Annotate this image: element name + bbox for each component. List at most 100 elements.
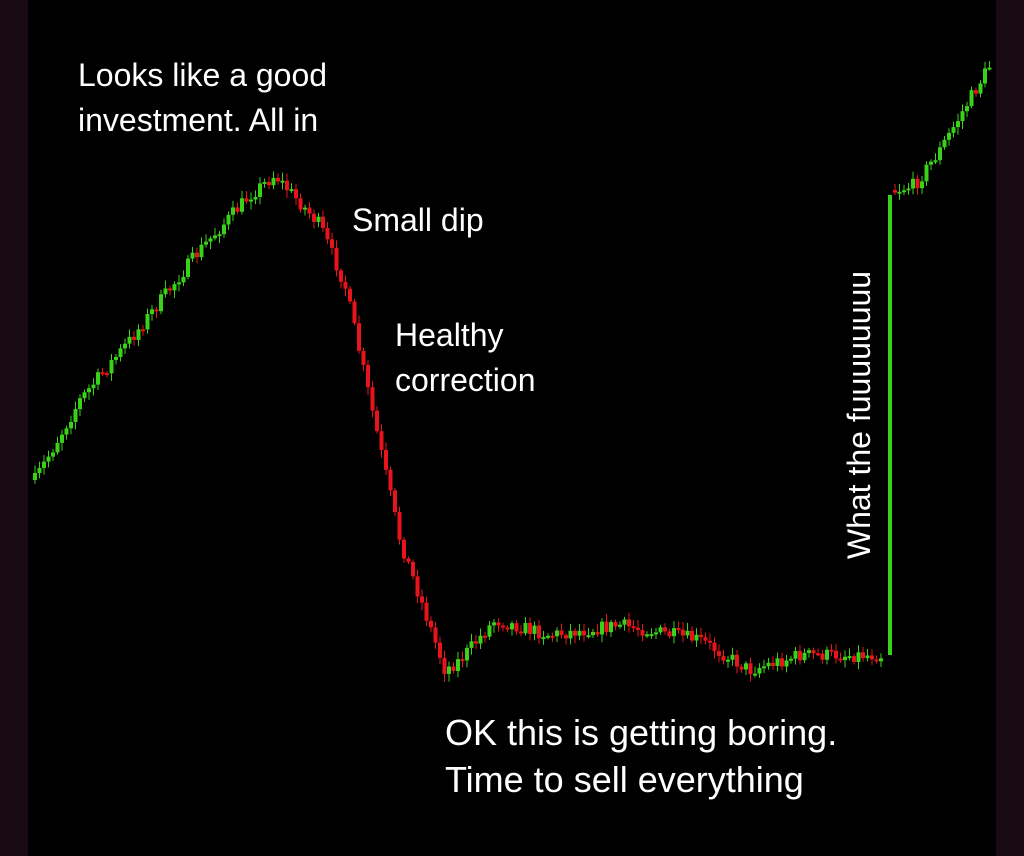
candle [339, 270, 343, 282]
candle [793, 651, 798, 659]
candle [177, 282, 181, 285]
candle [523, 622, 528, 634]
candle [334, 247, 339, 271]
candle [469, 641, 474, 648]
candle [924, 164, 929, 182]
candle [528, 622, 532, 634]
candle [510, 623, 514, 630]
candle [699, 634, 703, 638]
candle [753, 673, 757, 676]
candle [379, 431, 384, 450]
annotation: correction [395, 362, 536, 398]
candle [983, 68, 987, 84]
candle [199, 244, 204, 258]
candle [240, 198, 244, 212]
candle [55, 442, 60, 453]
candle [438, 642, 442, 658]
candle [568, 630, 573, 639]
candle [721, 655, 726, 661]
candle [375, 410, 379, 432]
candle [771, 662, 775, 666]
candle [938, 147, 942, 161]
candle [609, 622, 613, 633]
candles [33, 61, 992, 682]
candle [370, 387, 375, 411]
candle [969, 90, 974, 107]
candle [325, 228, 330, 240]
candle [820, 653, 825, 660]
chart-background [28, 0, 996, 856]
candle [897, 191, 902, 194]
candle [276, 177, 280, 182]
candle [460, 659, 465, 662]
candle [294, 189, 298, 199]
candle [492, 622, 496, 626]
candle [519, 631, 523, 634]
candle [865, 655, 870, 659]
candle [100, 372, 105, 375]
candle [159, 294, 163, 312]
candle [762, 666, 766, 669]
candle [627, 619, 631, 627]
candle [784, 660, 789, 667]
candle [433, 627, 438, 643]
candle [478, 635, 483, 644]
candle [929, 161, 933, 165]
candle [393, 490, 397, 513]
candle [42, 461, 46, 468]
candle [501, 625, 505, 628]
candle [114, 357, 118, 361]
annotation: Looks like a good [78, 57, 327, 93]
candle [172, 284, 177, 291]
candle [807, 650, 811, 653]
candle [249, 199, 253, 202]
candle [681, 629, 685, 636]
candle [708, 640, 712, 643]
candle [217, 234, 222, 237]
candle [893, 190, 897, 193]
candle [312, 213, 316, 222]
candle [442, 657, 447, 674]
candle [415, 576, 420, 597]
candle [285, 180, 289, 191]
candle [204, 241, 208, 245]
candle [109, 360, 114, 374]
candle [424, 602, 429, 621]
candle [879, 658, 883, 662]
candle [631, 626, 636, 629]
candle [496, 622, 501, 626]
candle [78, 398, 82, 410]
candle [861, 652, 865, 659]
candle [231, 207, 235, 215]
candle [447, 666, 451, 674]
candle [352, 301, 357, 324]
candle [96, 372, 100, 385]
candle [658, 627, 663, 633]
candle [780, 658, 784, 667]
candle [267, 181, 271, 186]
candle [316, 216, 321, 222]
candle [712, 642, 717, 652]
candle [402, 539, 406, 559]
candle [546, 635, 550, 638]
candle [739, 666, 744, 670]
candle [987, 67, 992, 70]
candle [406, 558, 411, 562]
candle [253, 196, 258, 200]
annotations: Looks like a good investment. All in Sma… [78, 57, 877, 800]
candle [514, 623, 519, 632]
candle [145, 314, 150, 330]
candle [613, 622, 618, 627]
candle [64, 428, 69, 435]
candle [208, 238, 213, 242]
candle [582, 630, 586, 636]
candle [244, 198, 249, 202]
candle [411, 561, 415, 577]
candle [577, 630, 582, 636]
candle [505, 627, 510, 630]
candle [258, 183, 262, 197]
candle [235, 207, 240, 212]
candle [942, 139, 947, 148]
candle [343, 281, 348, 289]
candle [915, 178, 920, 189]
